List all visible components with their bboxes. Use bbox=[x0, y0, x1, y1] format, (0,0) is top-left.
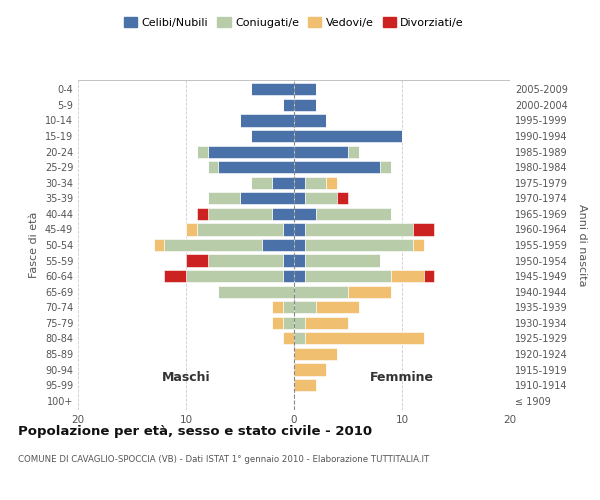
Bar bbox=[294, 208, 316, 220]
Bar bbox=[413, 224, 434, 235]
Bar bbox=[208, 254, 283, 266]
Bar bbox=[272, 301, 283, 314]
Bar bbox=[251, 130, 294, 142]
Bar bbox=[272, 317, 283, 329]
Bar bbox=[186, 224, 197, 235]
Bar bbox=[283, 224, 294, 235]
Bar bbox=[251, 176, 272, 189]
Bar bbox=[294, 130, 402, 142]
Bar bbox=[294, 146, 348, 158]
Bar bbox=[294, 239, 305, 251]
Bar bbox=[294, 348, 337, 360]
Bar bbox=[197, 224, 283, 235]
Bar bbox=[305, 270, 391, 282]
Bar bbox=[348, 286, 391, 298]
Bar bbox=[326, 176, 337, 189]
Bar bbox=[262, 239, 294, 251]
Bar bbox=[283, 301, 294, 314]
Bar bbox=[218, 286, 294, 298]
Bar bbox=[186, 270, 283, 282]
Bar bbox=[294, 176, 305, 189]
Bar bbox=[164, 239, 262, 251]
Bar bbox=[294, 332, 305, 344]
Bar bbox=[294, 84, 316, 96]
Bar bbox=[305, 224, 413, 235]
Bar bbox=[283, 332, 294, 344]
Y-axis label: Fasce di età: Fasce di età bbox=[29, 212, 39, 278]
Bar bbox=[272, 176, 294, 189]
Bar bbox=[208, 161, 218, 173]
Bar bbox=[348, 146, 359, 158]
Bar bbox=[413, 239, 424, 251]
Y-axis label: Anni di nascita: Anni di nascita bbox=[577, 204, 587, 286]
Bar bbox=[305, 332, 424, 344]
Bar bbox=[294, 114, 326, 126]
Bar bbox=[380, 161, 391, 173]
Bar bbox=[164, 270, 186, 282]
Bar bbox=[305, 192, 337, 204]
Bar bbox=[283, 270, 294, 282]
Bar bbox=[208, 208, 272, 220]
Bar bbox=[294, 161, 380, 173]
Bar bbox=[283, 317, 294, 329]
Text: Femmine: Femmine bbox=[370, 372, 434, 384]
Bar bbox=[294, 286, 348, 298]
Bar bbox=[197, 146, 208, 158]
Bar bbox=[305, 239, 413, 251]
Bar bbox=[283, 99, 294, 111]
Bar bbox=[305, 254, 380, 266]
Bar bbox=[186, 254, 208, 266]
Bar bbox=[316, 301, 359, 314]
Text: Popolazione per età, sesso e stato civile - 2010: Popolazione per età, sesso e stato civil… bbox=[18, 425, 372, 438]
Bar bbox=[240, 114, 294, 126]
Bar bbox=[294, 99, 316, 111]
Bar bbox=[305, 176, 326, 189]
Bar bbox=[294, 270, 305, 282]
Bar bbox=[154, 239, 164, 251]
Bar bbox=[272, 208, 294, 220]
Bar bbox=[294, 224, 305, 235]
Bar bbox=[218, 161, 294, 173]
Bar bbox=[305, 317, 348, 329]
Bar bbox=[294, 254, 305, 266]
Bar bbox=[283, 254, 294, 266]
Bar bbox=[240, 192, 294, 204]
Bar bbox=[294, 301, 316, 314]
Bar bbox=[294, 364, 326, 376]
Bar bbox=[294, 192, 305, 204]
Bar bbox=[208, 146, 294, 158]
Bar bbox=[294, 317, 305, 329]
Text: COMUNE DI CAVAGLIO-SPOCCIA (VB) - Dati ISTAT 1° gennaio 2010 - Elaborazione TUTT: COMUNE DI CAVAGLIO-SPOCCIA (VB) - Dati I… bbox=[18, 455, 429, 464]
Legend: Celibi/Nubili, Coniugati/e, Vedovi/e, Divorziati/e: Celibi/Nubili, Coniugati/e, Vedovi/e, Di… bbox=[119, 13, 469, 32]
Text: Maschi: Maschi bbox=[161, 372, 211, 384]
Bar bbox=[391, 270, 424, 282]
Bar bbox=[294, 379, 316, 391]
Bar bbox=[424, 270, 434, 282]
Bar bbox=[208, 192, 240, 204]
Bar bbox=[197, 208, 208, 220]
Bar bbox=[316, 208, 391, 220]
Bar bbox=[251, 84, 294, 96]
Bar bbox=[337, 192, 348, 204]
